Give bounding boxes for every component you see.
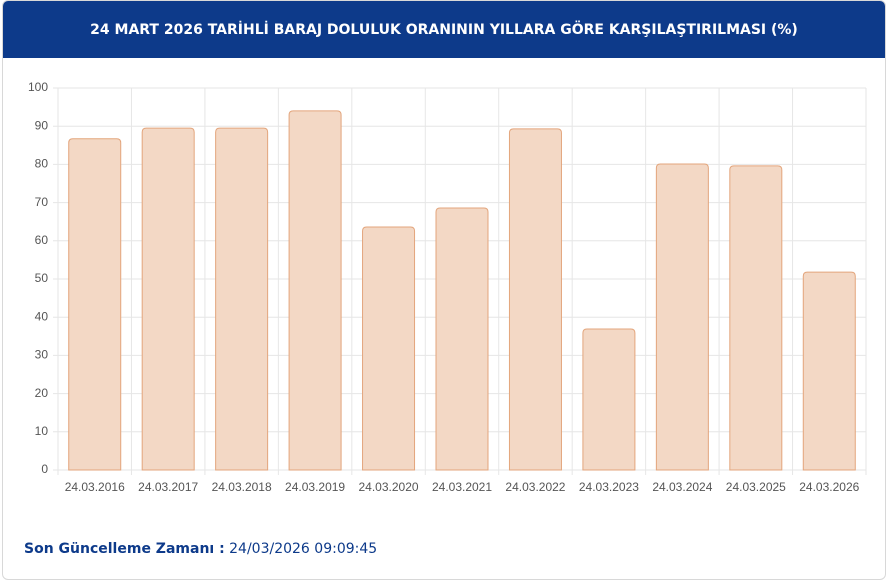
chart: 0 10 20 30 40 50 60 70 80 90 100 24.03.2016 24.03.20…	[28, 80, 867, 494]
x-tick-label: 24.03.2021	[432, 480, 492, 494]
y-tick-label: 10	[35, 424, 49, 438]
x-tick-label: 24.03.2019	[285, 480, 345, 494]
x-tick-label: 24.03.2023	[579, 480, 639, 494]
y-tick-label: 20	[35, 386, 49, 400]
y-tick-label: 50	[35, 271, 49, 285]
footer: Son Güncelleme Zamanı : 24/03/2026 09:09…	[24, 541, 377, 557]
bar	[582, 328, 636, 471]
bar	[141, 127, 195, 471]
x-tick-label: 24.03.2020	[359, 480, 419, 494]
bar	[288, 110, 342, 471]
bar	[729, 165, 783, 471]
bar	[802, 271, 856, 471]
y-tick-label: 0	[41, 462, 48, 476]
bar	[435, 207, 489, 471]
bar	[655, 163, 709, 471]
y-tick-label: 80	[35, 157, 49, 171]
y-tick-label: 30	[35, 348, 49, 362]
footer-value: 24/03/2026 09:09:45	[229, 541, 378, 557]
x-tick-label: 24.03.2025	[726, 480, 786, 494]
bar	[362, 226, 416, 471]
x-tick-label: 24.03.2017	[138, 480, 198, 494]
footer-label: Son Güncelleme Zamanı :	[24, 541, 225, 557]
bar	[508, 128, 562, 471]
y-tick-label: 70	[35, 195, 49, 209]
y-tick-label: 90	[35, 118, 49, 132]
x-tick-label: 24.03.2016	[65, 480, 125, 494]
bar	[215, 127, 269, 471]
x-tick-label: 24.03.2026	[799, 480, 859, 494]
x-tick-label: 24.03.2018	[212, 480, 272, 494]
chart-title: 24 MART 2026 TARİHLİ BARAJ DOLULUK ORANI…	[3, 1, 885, 58]
y-tick-label: 100	[28, 80, 48, 94]
x-tick-label: 24.03.2022	[505, 480, 565, 494]
y-tick-label: 60	[35, 233, 49, 247]
x-tick-label: 24.03.2024	[652, 480, 712, 494]
y-tick-label: 40	[35, 309, 49, 323]
bar	[68, 138, 122, 471]
